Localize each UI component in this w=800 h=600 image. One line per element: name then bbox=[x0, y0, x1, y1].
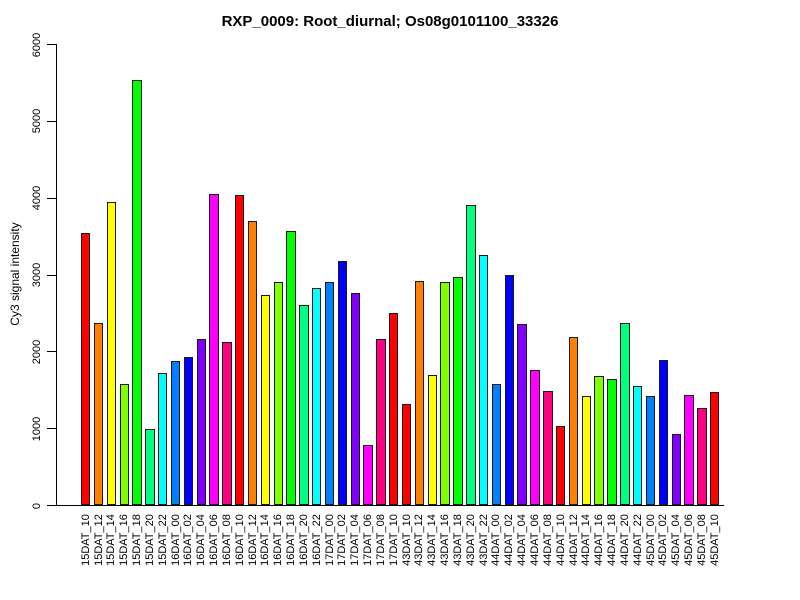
bar-43DAT_10 bbox=[401, 403, 412, 505]
bar-45DAT_04 bbox=[671, 433, 681, 505]
bar-44DAT_16 bbox=[594, 375, 604, 505]
bar-16DAT_22 bbox=[312, 288, 322, 505]
bar-44DAT_20 bbox=[620, 322, 630, 505]
bar-15DAT_12 bbox=[93, 322, 104, 505]
bar-16DAT_18 bbox=[286, 231, 296, 505]
bar-17DAT_06 bbox=[363, 445, 373, 505]
bar-16DAT_02 bbox=[183, 356, 194, 505]
bar-45DAT_06 bbox=[684, 395, 694, 505]
bar-17DAT_10 bbox=[389, 312, 399, 505]
bar-17DAT_00 bbox=[324, 282, 335, 505]
bar-43DAT_18 bbox=[453, 276, 463, 505]
bar-45DAT_00 bbox=[645, 395, 656, 505]
bar-15DAT_16 bbox=[119, 383, 129, 505]
bar-43DAT_16 bbox=[440, 282, 450, 505]
bar-15DAT_18 bbox=[132, 80, 142, 505]
y-tick-mark bbox=[47, 351, 56, 353]
y-tick-mark bbox=[47, 197, 56, 199]
bar-15DAT_14 bbox=[106, 202, 117, 505]
bar-16DAT_14 bbox=[260, 295, 271, 505]
bar-16DAT_12 bbox=[247, 220, 258, 505]
bar-44DAT_02 bbox=[504, 274, 514, 505]
bar-44DAT_18 bbox=[607, 378, 617, 505]
bar-15DAT_22 bbox=[158, 372, 168, 505]
y-axis-line bbox=[56, 44, 57, 506]
y-tick-mark bbox=[47, 428, 56, 430]
bar-44DAT_14 bbox=[581, 395, 592, 505]
bar-45DAT_02 bbox=[658, 359, 669, 505]
bar-44DAT_22 bbox=[632, 385, 643, 505]
y-tick-mark bbox=[47, 120, 56, 122]
bar-43DAT_12 bbox=[414, 281, 425, 505]
y-tick-mark bbox=[47, 44, 56, 45]
bar-16DAT_06 bbox=[209, 193, 219, 505]
bar-45DAT_10 bbox=[710, 392, 720, 505]
y-tick-mark bbox=[47, 505, 56, 506]
bar-44DAT_00 bbox=[491, 384, 502, 505]
bar-43DAT_22 bbox=[478, 255, 489, 505]
bar-43DAT_14 bbox=[427, 375, 437, 505]
bar-16DAT_10 bbox=[235, 194, 245, 505]
bar-15DAT_20 bbox=[145, 428, 155, 505]
bar-16DAT_00 bbox=[170, 360, 181, 505]
bar-44DAT_08 bbox=[543, 391, 553, 505]
bar-17DAT_04 bbox=[350, 292, 360, 505]
bar-45DAT_08 bbox=[697, 408, 707, 505]
bar-44DAT_10 bbox=[555, 425, 566, 505]
bar-44DAT_04 bbox=[517, 324, 527, 505]
bar-16DAT_16 bbox=[273, 282, 283, 505]
bar-44DAT_06 bbox=[530, 369, 540, 505]
bar-16DAT_08 bbox=[222, 342, 232, 505]
bar-17DAT_02 bbox=[337, 261, 348, 505]
bar-44DAT_12 bbox=[568, 336, 579, 505]
y-tick-mark bbox=[47, 274, 56, 276]
bar-16DAT_04 bbox=[196, 339, 206, 505]
chart-title: RXP_0009: Root_diurnal; Os08g0101100_333… bbox=[221, 13, 559, 30]
x-axis-line bbox=[56, 505, 724, 506]
bar-16DAT_20 bbox=[299, 305, 309, 505]
bar-43DAT_20 bbox=[466, 204, 476, 505]
bar-17DAT_08 bbox=[376, 339, 386, 505]
bar-15DAT_10 bbox=[81, 233, 91, 505]
